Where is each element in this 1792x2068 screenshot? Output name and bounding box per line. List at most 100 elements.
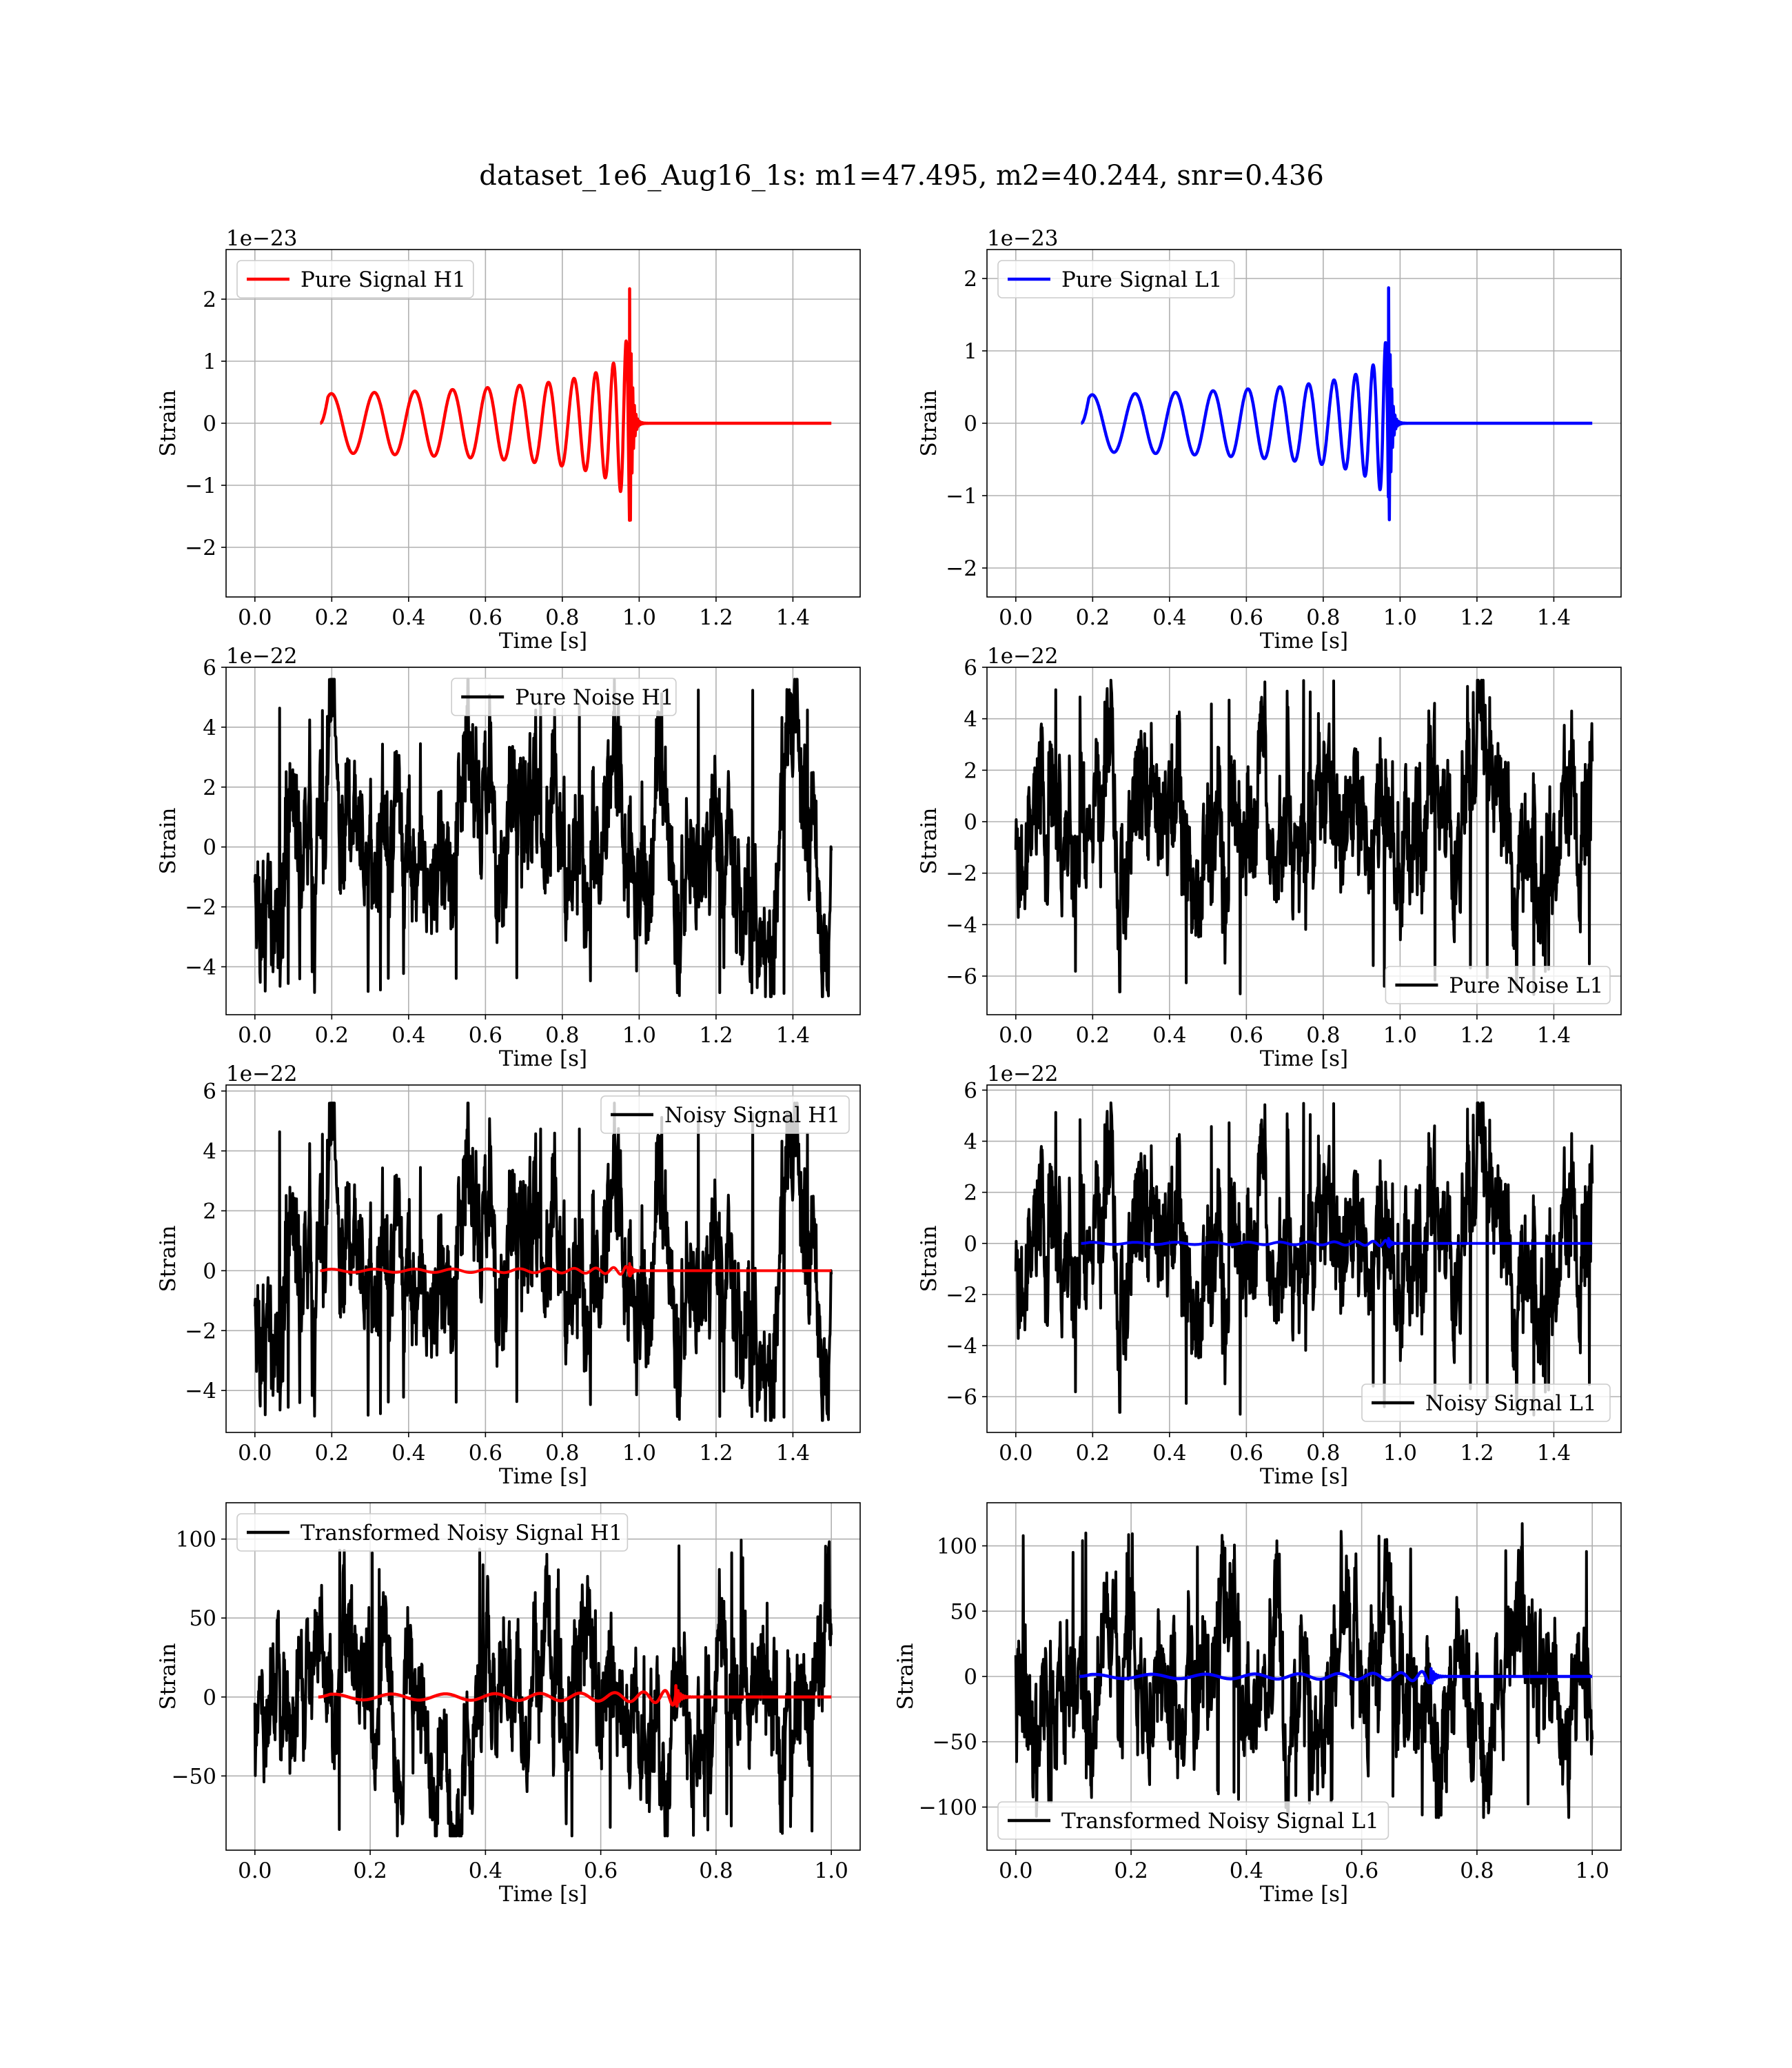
x-tick-label: 0.8 (545, 1441, 579, 1466)
subplot-grid: 0.0 0.2 0.4 0.6 0.8 1.0 1.2 1.4 −2 −1 0 1 2 Time [s] S… (156, 226, 1622, 1907)
x-tick-label: 1.2 (1460, 1023, 1494, 1048)
x-tick-label: 0.4 (391, 1441, 425, 1466)
y-tick-label: 2 (964, 267, 977, 292)
y-tick-label: 0 (964, 1665, 977, 1690)
legend-box (451, 678, 677, 716)
plot-area (253, 678, 833, 998)
legend-box (997, 260, 1235, 298)
legend-entry: Noisy Signal L1 (1425, 1391, 1597, 1416)
y-tick-label: −6 (946, 964, 977, 989)
x-tick-label: 1.0 (815, 1858, 848, 1883)
axes-frame (986, 667, 1622, 1015)
x-tick-label: 0.0 (238, 1858, 272, 1883)
x-tick-label: 0.6 (1230, 1441, 1263, 1466)
y-tick-label: −1 (185, 474, 216, 498)
legend: Transformed Noisy Signal H1 (236, 1513, 629, 1552)
x-tick-label: 0.0 (999, 605, 1032, 630)
y-tick-label: 6 (203, 1079, 216, 1104)
subplot-pure-noise-l1: 0.0 0.2 0.4 0.6 0.8 1.0 1.2 1.4 −6 −4 −2 0 2 4 6 Time [… (917, 644, 1622, 1071)
x-tick-label: 0.6 (1230, 605, 1263, 630)
x-tick-label: 0.6 (469, 1441, 502, 1466)
x-tick-label: 1.0 (622, 605, 656, 630)
plot-area (1014, 1101, 1594, 1417)
y-tick-label: −2 (185, 536, 216, 560)
y-tick-label: 6 (203, 656, 216, 680)
x-tick-label: 0.6 (1230, 1023, 1263, 1048)
x-tick-label: 0.8 (545, 1023, 579, 1048)
y-axis-label: Strain (156, 1643, 181, 1710)
y-axis-label: Strain (917, 390, 941, 457)
plot-area (1014, 678, 1594, 996)
legend: Noisy Signal L1 (1361, 1383, 1611, 1422)
y-offset-text: 1e−22 (226, 1062, 298, 1086)
y-tick-label: −100 (919, 1795, 977, 1820)
y-tick-label: −50 (172, 1764, 216, 1789)
y-axis-label: Strain (156, 808, 181, 875)
series-line-noisy-signal-h1 (253, 1102, 833, 1422)
y-tick-label: 6 (964, 1078, 977, 1103)
y-tick-label: 0 (203, 412, 216, 436)
y-tick-label: −6 (946, 1385, 977, 1410)
y-tick-label: 100 (937, 1534, 977, 1559)
x-tick-label: 1.0 (622, 1441, 656, 1466)
legend-entry: Pure Noise H1 (515, 685, 673, 710)
y-tick-label: 0 (964, 412, 977, 436)
x-tick-label: 0.4 (469, 1858, 502, 1883)
y-tick-label: 2 (203, 1199, 216, 1224)
legend: Noisy Signal H1 (600, 1095, 850, 1134)
y-tick-label: 0 (203, 1685, 216, 1710)
series-line-pure-noise-l1 (1014, 678, 1594, 996)
legend-box (236, 1513, 629, 1552)
x-axis-label: Time [s] (1260, 1464, 1348, 1489)
plot-area (1079, 286, 1594, 522)
series-line-red-signal (316, 1684, 833, 1708)
x-tick-label: 0.6 (469, 1023, 502, 1048)
x-tick-label: 1.4 (1537, 605, 1571, 630)
plot-area (1014, 1522, 1594, 1819)
y-tick-label: 2 (203, 287, 216, 312)
y-tick-label: 0 (203, 835, 216, 860)
y-tick-label: 4 (203, 716, 216, 740)
y-tick-label: −2 (185, 1319, 216, 1344)
x-axis-label: Time [s] (1260, 1046, 1348, 1071)
x-tick-label: 1.0 (622, 1023, 656, 1048)
x-tick-label: 0.2 (315, 1023, 349, 1048)
y-tick-label: 1 (964, 339, 977, 364)
y-offset-text: 1e−23 (226, 226, 298, 251)
subplot-pure-noise-h1: 0.0 0.2 0.4 0.6 0.8 1.0 1.2 1.4 −4 −2 0 2 4 6 Time [s]… (156, 644, 861, 1071)
x-tick-label: 1.4 (1537, 1023, 1571, 1048)
x-tick-label: 0.8 (545, 605, 579, 630)
figure-title: dataset_1e6_Aug16_1s: m1=47.495, m2=40.2… (479, 160, 1324, 192)
x-tick-label: 0.4 (391, 1023, 425, 1048)
y-offset-text: 1e−22 (226, 644, 298, 669)
plot-area (253, 1102, 833, 1422)
x-tick-label: 0.2 (1114, 1858, 1148, 1883)
x-tick-label: 1.0 (1383, 1023, 1417, 1048)
legend: Pure Signal H1 (236, 260, 474, 298)
x-tick-label: 0.4 (391, 605, 425, 630)
x-tick-label: 1.4 (776, 605, 810, 630)
y-tick-label: 2 (203, 776, 216, 800)
y-offset-text: 1e−23 (987, 226, 1059, 251)
y-tick-label: 50 (950, 1599, 977, 1624)
subplot-pure-signal-h1: 0.0 0.2 0.4 0.6 0.8 1.0 1.2 1.4 −2 −1 0 1 2 Time [s] S… (156, 226, 861, 653)
x-tick-label: 0.4 (1230, 1858, 1263, 1883)
x-tick-label: 0.6 (584, 1858, 618, 1883)
y-tick-label: 2 (964, 758, 977, 783)
y-tick-label: −2 (946, 862, 977, 886)
x-axis-label: Time [s] (499, 1882, 587, 1907)
legend-box (236, 260, 474, 298)
series-line-red-signal (318, 1262, 833, 1277)
y-tick-label: 0 (203, 1259, 216, 1284)
plot-area (318, 287, 833, 522)
x-tick-label: 1.4 (1537, 1441, 1571, 1466)
x-tick-label: 1.2 (1460, 605, 1494, 630)
y-tick-label: −4 (946, 913, 977, 937)
axes-frame (986, 1084, 1622, 1433)
x-tick-label: 0.8 (1460, 1858, 1494, 1883)
y-axis-label: Strain (156, 390, 181, 457)
subplot-noisy-signal-l1: 0.0 0.2 0.4 0.6 0.8 1.0 1.2 1.4 −6 −4 −2 0 2 4 6 Time [… (917, 1062, 1622, 1489)
series-line-blue-signal (1079, 1237, 1594, 1248)
x-tick-label: 0.8 (699, 1858, 733, 1883)
